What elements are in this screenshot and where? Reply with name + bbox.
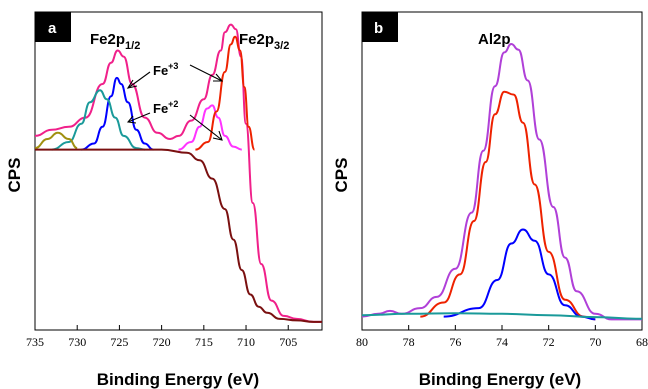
annotation-fe2: Fe+2 [153, 99, 178, 116]
annotation-fe3-sup: +3 [168, 61, 178, 71]
arrow-fe2-right [189, 114, 223, 141]
arrowhead-fe2-right [212, 130, 223, 141]
panel-a-series-3 [34, 131, 78, 150]
annotation-fe3: Fe+3 [153, 61, 178, 78]
panel-b-series-3 [361, 312, 643, 320]
panel-a-x-tick-label: 705 [279, 335, 297, 349]
annotation-fe3-main: Fe [153, 63, 168, 78]
panel-a-series-0 [34, 23, 322, 323]
panel-b-x-tick-label: 70 [589, 335, 601, 349]
panel-b-ylabel: CPS [332, 158, 351, 193]
peak-label-fe2p32: Fe2p3/2 [239, 31, 289, 52]
panel-a-x-tick-label: 735 [26, 335, 44, 349]
panel-a-series-2 [51, 89, 145, 151]
peak-label-fe2p32-main: Fe2p [239, 31, 274, 48]
panel-a-curves [34, 23, 322, 323]
panel-b-series-0 [361, 43, 642, 321]
annotation-arrows [126, 64, 224, 141]
panel-b-x-tick-label: 74 [496, 335, 508, 349]
panel-a-x-tick-label: 710 [237, 335, 255, 349]
arrow-fe3-right [189, 64, 223, 82]
panel-b-badge [362, 12, 398, 42]
panel-a-ylabel: CPS [5, 158, 24, 193]
panel-a-x-tick-label: 725 [110, 335, 128, 349]
panel-b-badge-label: b [374, 20, 383, 37]
panel-b-curves [361, 43, 643, 321]
arrow-fe3-left [127, 71, 151, 89]
panel-b-x-tick-label: 68 [636, 335, 648, 349]
panel-b-x-ticks: 80 78 76 74 72 70 68 [356, 325, 648, 349]
panel-b: b Al2p 80 78 76 74 72 70 68 CPS Binding Energy… [332, 11, 648, 389]
arrowhead-fe2-left [126, 115, 137, 124]
annotation-fe2-main: Fe [153, 101, 168, 116]
panel-b-series-1 [420, 90, 596, 321]
peak-label-fe2p12: Fe2p1/2 [90, 31, 140, 52]
arrowhead-fe3-right [213, 73, 224, 82]
panel-b-series-2 [443, 228, 596, 321]
arrow-fe2-left [127, 112, 151, 123]
panel-b-title: Al2p [478, 31, 511, 48]
panel-b-x-tick-label: 78 [403, 335, 415, 349]
panel-a-x-ticks: 735 730 725 720 715 710 705 [26, 325, 297, 349]
panel-a-frame [34, 11, 323, 331]
panel-a-x-tick-label: 720 [153, 335, 171, 349]
panel-a: a 735 730 725 720 715 710 705 CPS Binding Ener… [5, 11, 323, 389]
peak-label-fe2p32-sub: 3/2 [274, 40, 289, 52]
panel-a-badge [35, 12, 71, 42]
panel-b-x-tick-label: 76 [449, 335, 461, 349]
peak-label-fe2p12-sub: 1/2 [125, 40, 140, 52]
panel-a-x-tick-label: 715 [195, 335, 213, 349]
panel-a-xlabel: Binding Energy (eV) [97, 370, 259, 389]
peak-label-fe2p12-main: Fe2p [90, 31, 125, 48]
panel-a-series-6 [35, 148, 322, 323]
panel-b-xlabel: Binding Energy (eV) [419, 370, 581, 389]
panel-b-x-tick-label: 80 [356, 335, 368, 349]
arrowhead-fe3-left [126, 79, 138, 89]
panel-a-badge-label: a [48, 20, 57, 37]
panel-a-series-5 [195, 35, 256, 151]
panel-a-x-tick-label: 730 [68, 335, 86, 349]
panel-a-series-1 [81, 76, 154, 151]
annotation-fe2-sup: +2 [168, 99, 178, 109]
panel-b-x-tick-label: 72 [543, 335, 555, 349]
panel-a-series-4 [178, 104, 242, 151]
